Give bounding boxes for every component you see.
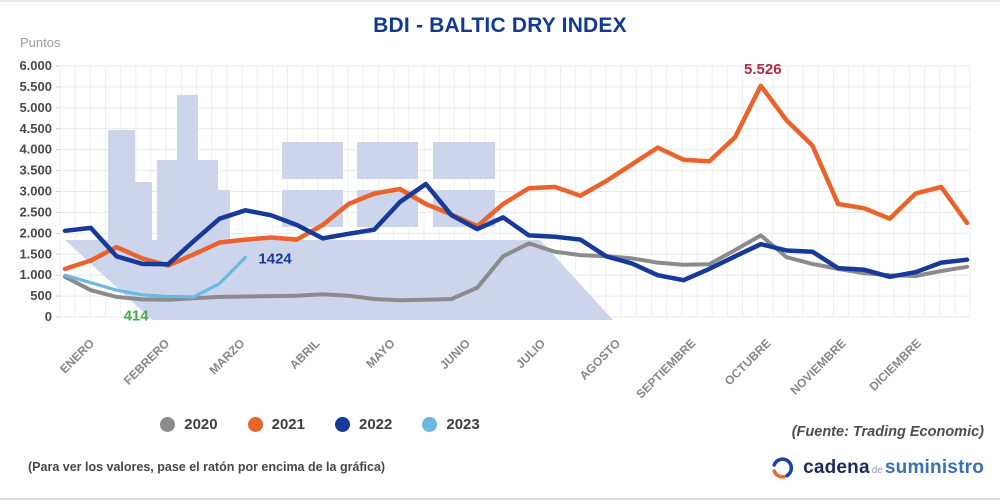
y-tick-label: 5.500 — [19, 79, 52, 94]
y-tick-label: 2.500 — [19, 204, 52, 219]
x-tick-label-month: JUNIO — [437, 336, 473, 372]
x-tick-label-month: FEBRERO — [121, 336, 172, 387]
x-tick-label-month: OCTUBRE — [722, 336, 774, 388]
annotation-5.526: 5.526 — [744, 61, 782, 78]
y-tick-label: 3.500 — [19, 163, 52, 178]
annotation-414: 414 — [124, 308, 150, 325]
bdi-line-chart[interactable]: 6.000 5.500 5.000 4.500 4.000 3.500 3.000 2.500… — [0, 44, 1000, 404]
legend-dot-2022 — [335, 417, 350, 432]
legend-dot-2023 — [422, 417, 438, 432]
series-line-2021[interactable] — [62, 83, 970, 272]
legend-item-2021[interactable]: 2021 — [247, 416, 305, 433]
x-tick-label-month: AGOSTO — [577, 336, 624, 383]
legend-label: 2022 — [359, 416, 393, 433]
legend-dot-2020 — [160, 417, 176, 432]
x-tick-label-month: NOVIEMBRE — [787, 336, 848, 397]
x-tick-label-month: ABRIL — [287, 336, 323, 372]
x-tick-label-month: ENERO — [57, 336, 97, 376]
annotation-1424: 1424 — [258, 250, 292, 267]
y-tick-label: 4.000 — [19, 142, 52, 157]
series-line-2023[interactable] — [63, 255, 247, 299]
x-tick-label-month: SEPTIEMBRE — [633, 336, 698, 401]
series-line-2022[interactable] — [62, 181, 970, 283]
x-tick-label-month: JULIO — [513, 336, 548, 371]
y-tick-label: 0 — [45, 309, 52, 324]
source-note: (Fuente: Trading Economic) — [791, 424, 984, 440]
y-tick-label: 4.500 — [19, 121, 52, 136]
y-tick-label: 1.000 — [19, 267, 52, 282]
cadena-de-suministro-logo[interactable]: cadena de suministro — [769, 454, 984, 481]
x-tick-label-month: DICIEMBRE — [866, 336, 924, 394]
y-axis-unit-label: Puntos — [20, 35, 61, 50]
logo-word-suministro: suministro — [884, 457, 984, 478]
chart-legend: 2020 2021 2022 2023 — [0, 416, 640, 433]
logo-word-cadena: cadena — [803, 457, 870, 478]
y-tick-label: 2.000 — [19, 225, 52, 240]
y-tick-label: 6.000 — [19, 58, 52, 73]
legend-label: 2021 — [271, 416, 305, 433]
y-tick-label: 500 — [30, 288, 52, 303]
y-tick-label: 1.500 — [19, 246, 52, 261]
chart-title: BDI - BALTIC DRY INDEX — [373, 14, 627, 37]
legend-dot-2021 — [247, 417, 263, 432]
hover-hint-note: (Para ver los valores, pase el ratón por… — [28, 460, 386, 474]
chart-area[interactable]: 6.000 5.500 5.000 4.500 4.000 3.500 3.000 2.500… — [0, 44, 1000, 409]
logo-wordmark: cadena de suministro — [803, 458, 984, 477]
x-tick-label-month: MAYO — [363, 336, 398, 371]
y-tick-label: 3.000 — [19, 184, 52, 199]
logo-cycle-icon — [772, 457, 794, 479]
series-line-2020[interactable] — [63, 233, 969, 303]
legend-item-2023[interactable]: 2023 — [422, 416, 480, 433]
legend-item-2020[interactable]: 2020 — [160, 416, 218, 433]
x-tick-label-month: MARZO — [206, 336, 247, 377]
logo-word-de: de — [871, 465, 883, 476]
legend-item-2022[interactable]: 2022 — [335, 416, 392, 433]
legend-label: 2020 — [184, 416, 218, 433]
y-tick-label: 5.000 — [19, 100, 52, 115]
legend-label: 2023 — [446, 416, 480, 433]
